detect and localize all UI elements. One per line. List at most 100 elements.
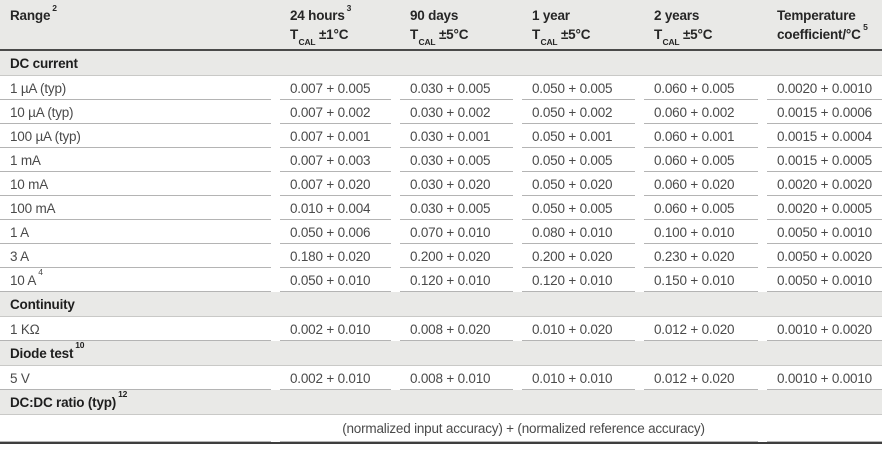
range-label: 1 KΩ (10, 321, 40, 337)
range-label: 10 A (10, 272, 37, 288)
note-text: (normalized input accuracy) + (normalize… (280, 414, 767, 443)
value-cell: 0.030 + 0.005 (400, 148, 522, 172)
range-cell: 10 mA (0, 172, 280, 196)
value-cell: 0.012 + 0.020 (644, 316, 767, 341)
value-cell: 0.012 + 0.020 (644, 365, 767, 390)
section-label: DC current (0, 50, 882, 76)
value-cell: 0.060 + 0.020 (644, 172, 767, 196)
value-cell: 0.007 + 0.001 (280, 124, 400, 148)
value-cell: 0.0015 + 0.0004 (767, 124, 882, 148)
range-cell: 1 mA (0, 148, 280, 172)
col-header-2-years: 2 years TCAL ±5°C (644, 0, 767, 51)
section-footnote: 10 (75, 340, 85, 350)
range-label: 5 V (10, 370, 30, 386)
col-header-label: 90 days (410, 8, 459, 23)
col-header-footnote: 2 (52, 2, 57, 13)
range-cell: 100 µA (typ) (0, 124, 280, 148)
value-cell: 0.0015 + 0.0006 (767, 100, 882, 124)
value-cell: 0.008 + 0.020 (400, 316, 522, 341)
range-label: 100 mA (10, 200, 56, 216)
range-label: 1 mA (10, 152, 41, 168)
section-label-text: DC:DC ratio (typ) (10, 394, 117, 410)
col-header-24-hours: 24 hours3 TCAL ±1°C (280, 0, 400, 51)
section-label: Diode test10 (0, 341, 882, 366)
value-cell: 0.007 + 0.020 (280, 172, 400, 196)
value-cell: 0.002 + 0.010 (280, 316, 400, 341)
col-header-label: 24 hours (290, 8, 345, 23)
value-cell: 0.010 + 0.004 (280, 196, 400, 220)
value-cell: 0.010 + 0.010 (522, 365, 644, 390)
value-cell: 0.180 + 0.020 (280, 244, 400, 268)
col-header-footnote: 3 (346, 2, 352, 13)
value-cell: 0.030 + 0.002 (400, 100, 522, 124)
range-cell: 10 A4 (0, 268, 280, 292)
col-header-label: 2 years (654, 8, 700, 23)
value-cell: 0.010 + 0.020 (522, 316, 644, 341)
col-header-range: Range2 (0, 0, 280, 51)
value-cell: 0.050 + 0.001 (522, 124, 644, 148)
value-cell: 0.120 + 0.010 (522, 268, 644, 292)
col-header-label: Range (10, 8, 51, 23)
range-cell: 10 µA (typ) (0, 100, 280, 124)
data-row: 10 µA (typ) 0.007 + 0.002 0.030 + 0.002 0.0… (0, 100, 882, 124)
value-cell: 0.060 + 0.005 (644, 75, 767, 100)
value-cell: 0.0010 + 0.0020 (767, 316, 882, 341)
value-cell: 0.070 + 0.010 (400, 220, 522, 244)
value-cell: 0.080 + 0.010 (522, 220, 644, 244)
value-cell: 0.0010 + 0.0010 (767, 365, 882, 390)
value-cell: 0.007 + 0.002 (280, 100, 400, 124)
value-cell: 0.0020 + 0.0010 (767, 75, 882, 100)
value-cell: 0.060 + 0.002 (644, 100, 767, 124)
section-row: DC current (0, 50, 882, 76)
col-header-1-year: 1 year TCAL ±5°C (522, 0, 644, 51)
col-header-temperature-coefficient: Temperature coefficient/°C5 (767, 0, 882, 51)
section-label: DC:DC ratio (typ)12 (0, 390, 882, 415)
value-cell: 0.0020 + 0.0020 (767, 172, 882, 196)
value-cell: 0.050 + 0.005 (522, 148, 644, 172)
section-row: DC:DC ratio (typ)12 (0, 390, 882, 415)
note-left-spacer (0, 414, 280, 443)
section-label-text: DC current (10, 55, 78, 71)
range-cell: 1 µA (typ) (0, 75, 280, 100)
data-row: 10 A4 0.050 + 0.010 0.120 + 0.010 0.120 + 0… (0, 268, 882, 292)
range-cell: 5 V (0, 365, 280, 390)
value-cell: 0.050 + 0.020 (522, 172, 644, 196)
section-row: Continuity (0, 292, 882, 317)
value-cell: 0.230 + 0.020 (644, 244, 767, 268)
range-label: 10 µA (typ) (10, 104, 74, 120)
note-row: (normalized input accuracy) + (normalize… (0, 414, 882, 443)
data-row: 1 A 0.050 + 0.006 0.070 + 0.010 0.080 + 0.0… (0, 220, 882, 244)
value-cell: 0.030 + 0.005 (400, 75, 522, 100)
range-label: 10 mA (10, 176, 49, 192)
table-header: Range2 24 hours3 TCAL ±1°C 90 days TCAL … (0, 0, 882, 51)
section-label-text: Continuity (10, 296, 75, 312)
table-header-row: Range2 24 hours3 TCAL ±1°C 90 days TCAL … (0, 0, 882, 51)
col-header-90-days: 90 days TCAL ±5°C (400, 0, 522, 51)
data-row: 5 V 0.002 + 0.010 0.008 + 0.010 0.010 + 0.0… (0, 365, 882, 390)
range-label: 3 A (10, 248, 29, 264)
value-cell: 0.060 + 0.005 (644, 148, 767, 172)
value-cell: 0.050 + 0.005 (522, 75, 644, 100)
note-right-spacer (767, 414, 882, 443)
range-cell: 100 mA (0, 196, 280, 220)
value-cell: 0.060 + 0.005 (644, 196, 767, 220)
section-label: Continuity (0, 292, 882, 317)
value-cell: 0.050 + 0.002 (522, 100, 644, 124)
value-cell: 0.100 + 0.010 (644, 220, 767, 244)
value-cell: 0.0020 + 0.0005 (767, 196, 882, 220)
data-row: 1 mA 0.007 + 0.003 0.030 + 0.005 0.050 + 0.… (0, 148, 882, 172)
range-cell: 1 KΩ (0, 316, 280, 341)
value-cell: 0.008 + 0.010 (400, 365, 522, 390)
value-cell: 0.120 + 0.010 (400, 268, 522, 292)
value-cell: 0.030 + 0.005 (400, 196, 522, 220)
value-cell: 0.030 + 0.001 (400, 124, 522, 148)
data-row: 100 µA (typ) 0.007 + 0.001 0.030 + 0.001 0.… (0, 124, 882, 148)
section-row: Diode test10 (0, 341, 882, 366)
range-label: 1 µA (typ) (10, 80, 67, 96)
col-header-label: Temperature (777, 8, 856, 23)
data-row: 10 mA 0.007 + 0.020 0.030 + 0.020 0.050 + 0… (0, 172, 882, 196)
range-cell: 3 A (0, 244, 280, 268)
value-cell: 0.007 + 0.003 (280, 148, 400, 172)
range-footnote: 4 (38, 267, 43, 277)
